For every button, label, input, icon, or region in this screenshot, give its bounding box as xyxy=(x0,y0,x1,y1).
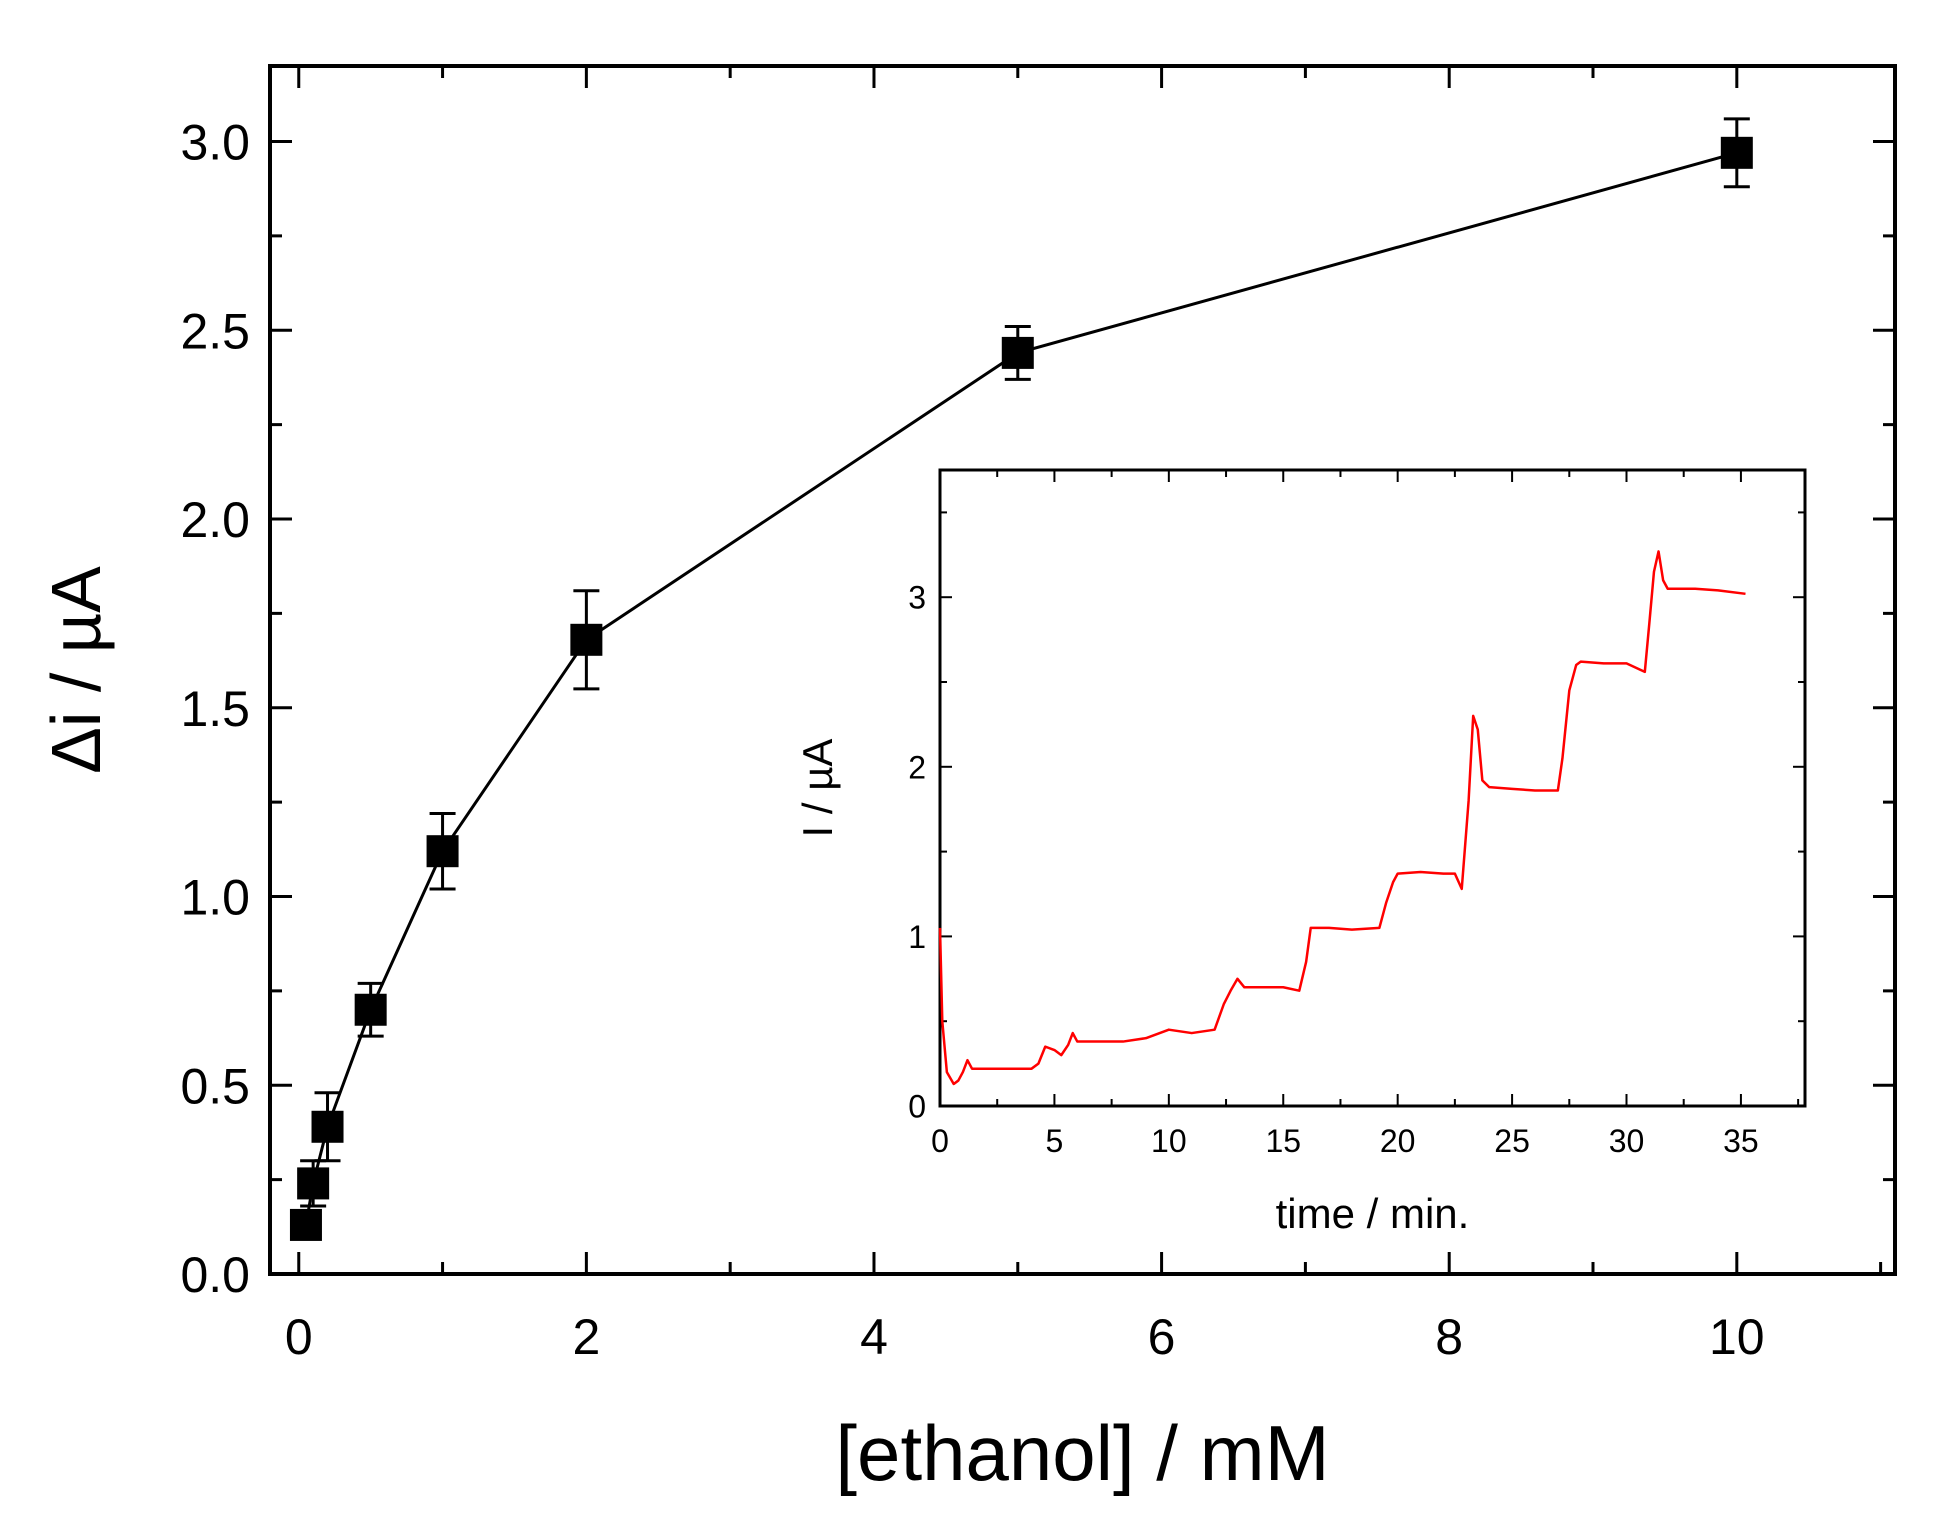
y-tick-label: 3 xyxy=(908,580,926,616)
y-tick-label: 1.0 xyxy=(180,870,250,926)
inset-x-axis-label: time / min. xyxy=(1276,1190,1470,1237)
main-tick-labels: 0 2 4 6 8 100.00.51.01.52.02.53.0 xyxy=(180,115,1764,1366)
data-point-marker xyxy=(311,1110,344,1143)
x-tick-label: 10 xyxy=(1151,1123,1187,1159)
x-tick-label: 15 xyxy=(1265,1123,1301,1159)
inset-series xyxy=(938,550,1746,1086)
inset-tick-labels: 0 5 10 15 20 25 30 35 0 1 2 3 xyxy=(908,580,1759,1159)
x-tick-label: 10 xyxy=(1709,1309,1765,1365)
main-x-axis-label: [ethanol] / mM xyxy=(835,1409,1329,1497)
data-point-marker xyxy=(570,623,603,656)
y-tick-label: 0 xyxy=(908,1089,926,1125)
y-tick-label: 0.0 xyxy=(180,1247,250,1303)
x-tick-label: 0 xyxy=(931,1123,949,1159)
data-point-marker xyxy=(354,993,387,1026)
y-tick-label: 3.0 xyxy=(180,115,250,171)
y-tick-label: 1 xyxy=(908,919,926,955)
main-series xyxy=(289,117,1753,1241)
data-point-marker xyxy=(289,1208,322,1241)
x-tick-label: 35 xyxy=(1723,1123,1759,1159)
x-tick-label: 6 xyxy=(1148,1309,1176,1365)
y-tick-label: 2 xyxy=(908,749,926,785)
x-tick-label: 25 xyxy=(1494,1123,1530,1159)
inset-current-trace xyxy=(938,550,1746,1086)
x-tick-label: 0 xyxy=(285,1309,313,1365)
main-y-axis-label: Δi / µA xyxy=(37,566,115,774)
x-tick-label: 2 xyxy=(572,1309,600,1365)
inset-y-axis-label: I / µA xyxy=(794,739,841,838)
y-tick-label: 0.5 xyxy=(180,1058,250,1114)
y-tick-label: 1.5 xyxy=(180,681,250,737)
data-point-marker xyxy=(1720,136,1753,169)
data-point-marker xyxy=(1001,336,1034,369)
inset-plot-frame xyxy=(938,468,1807,1108)
data-point-marker xyxy=(426,835,459,868)
x-tick-label: 20 xyxy=(1380,1123,1416,1159)
x-tick-label: 5 xyxy=(1046,1123,1064,1159)
main-chart: 0 2 4 6 8 100.00.51.01.52.02.53.0 [ethanol] /… xyxy=(37,64,1897,1497)
main-axis-ticks xyxy=(270,66,1895,1276)
y-tick-label: 2.5 xyxy=(180,303,250,359)
x-tick-label: 30 xyxy=(1609,1123,1645,1159)
x-tick-label: 4 xyxy=(860,1309,888,1365)
main-plot-frame xyxy=(268,64,1897,1276)
inset-chart: 0 5 10 15 20 25 30 35 0 1 2 3 time / min. I / µA xyxy=(794,468,1807,1237)
data-point-marker xyxy=(297,1167,330,1200)
x-tick-label: 8 xyxy=(1435,1309,1463,1365)
y-tick-label: 2.0 xyxy=(180,492,250,548)
